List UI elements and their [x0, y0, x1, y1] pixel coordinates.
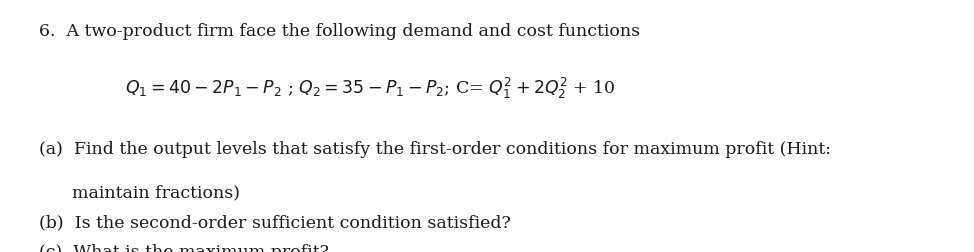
- Text: maintain fractions): maintain fractions): [39, 184, 240, 201]
- Text: 6.  A two-product firm face the following demand and cost functions: 6. A two-product firm face the following…: [39, 23, 640, 40]
- Text: $Q_1 = 40 - 2P_1 - P_2$ ; $Q_2 = 35 - P_1 - P_2$; C= $Q_1^2 + 2Q_2^2$ + 10: $Q_1 = 40 - 2P_1 - P_2$ ; $Q_2 = 35 - P_…: [125, 76, 616, 101]
- Text: (b)  Is the second-order sufficient condition satisfied?: (b) Is the second-order sufficient condi…: [39, 214, 510, 231]
- Text: (a)  Find the output levels that satisfy the first-order conditions for maximum : (a) Find the output levels that satisfy …: [39, 141, 831, 158]
- Text: (c)  What is the maximum profit?: (c) What is the maximum profit?: [39, 244, 329, 252]
